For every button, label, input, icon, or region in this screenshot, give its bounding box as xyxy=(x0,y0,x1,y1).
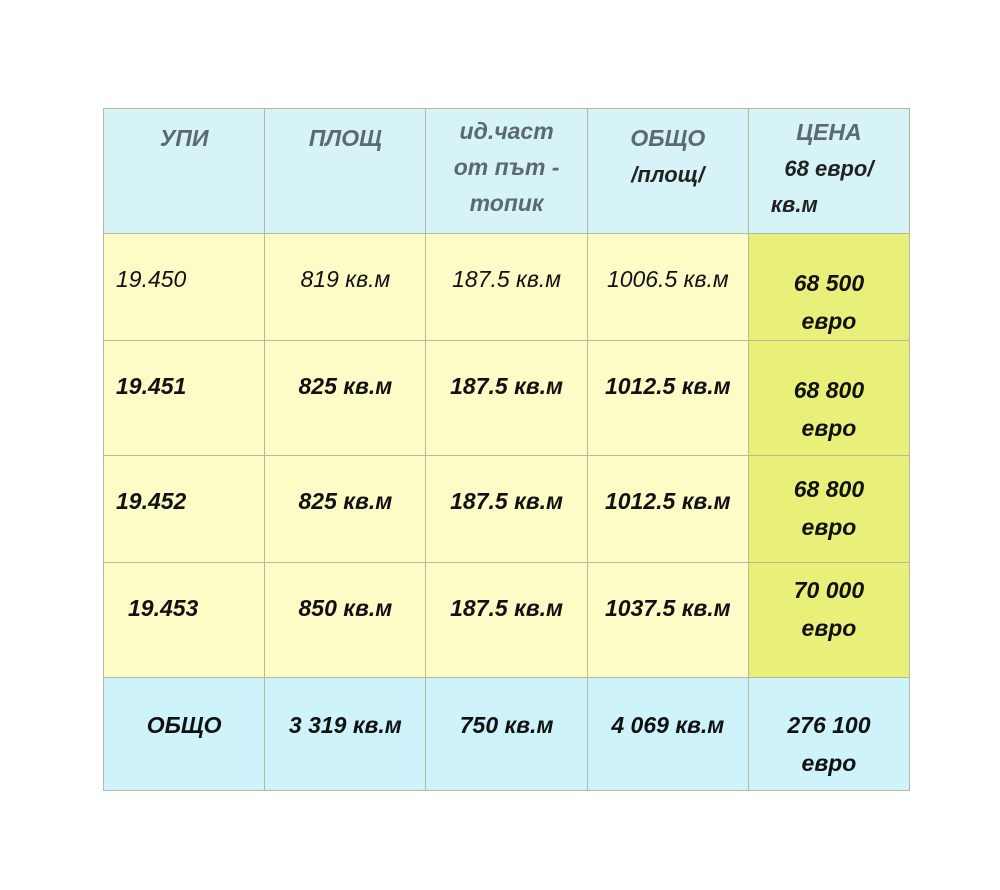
price-value: 276 100 xyxy=(787,712,871,738)
header-text: ид.част xyxy=(459,118,554,144)
totals-area: 3 319 кв.м xyxy=(264,677,427,791)
header-text: ОБЩО xyxy=(630,125,706,151)
header-text: кв.м xyxy=(770,192,818,217)
cell-area: 825 кв.м xyxy=(264,340,427,456)
header-text: ЦЕНА xyxy=(796,119,862,145)
cell-upi: 19.451 xyxy=(102,340,266,456)
header-upi: УПИ xyxy=(102,108,266,234)
header-text: УПИ xyxy=(159,125,209,151)
cell-road-share: 187.5 кв.м xyxy=(425,340,588,456)
cell-area: 850 кв.м xyxy=(264,562,427,678)
totals-price: 276 100 евро xyxy=(747,677,911,791)
totals-row: ОБЩО 3 319 кв.м 750 кв.м 4 069 кв.м 276 … xyxy=(102,677,911,791)
price-unit: евро xyxy=(801,615,857,641)
cell-road-share: 187.5 кв.м xyxy=(425,233,588,341)
totals-road-share: 750 кв.м xyxy=(425,677,588,791)
totals-total: 4 069 кв.м xyxy=(586,677,749,791)
cell-area: 825 кв.м xyxy=(264,455,427,563)
price-unit: евро xyxy=(801,750,857,776)
table-row: 19.452 825 кв.м 187.5 кв.м 1012.5 кв.м 6… xyxy=(102,455,911,563)
header-row: УПИ ПЛОЩ ид.част от път - топик ОБЩО /пл… xyxy=(102,108,911,234)
cell-price: 68 800 евро xyxy=(747,455,911,563)
price-value: 68 500 xyxy=(793,270,865,296)
price-value: 68 800 xyxy=(793,476,865,502)
cell-total: 1012.5 кв.м xyxy=(586,455,749,563)
cell-price: 68 800 евро xyxy=(747,340,911,456)
table-row: 19.453 850 кв.м 187.5 кв.м 1037.5 кв.м 7… xyxy=(102,562,911,678)
price-unit: евро xyxy=(801,514,857,540)
cell-price: 68 500 евро xyxy=(747,233,911,341)
header-text: /площ/ xyxy=(631,162,705,187)
header-text: ПЛОЩ xyxy=(308,125,382,151)
header-total: ОБЩО /площ/ xyxy=(586,108,749,234)
table-row: 19.451 825 кв.м 187.5 кв.м 1012.5 кв.м 6… xyxy=(102,340,911,456)
price-value: 68 800 xyxy=(793,377,865,403)
header-road-share: ид.част от път - топик xyxy=(425,108,588,234)
cell-area: 819 кв.м xyxy=(264,233,427,341)
cell-total: 1012.5 кв.м xyxy=(586,340,749,456)
cell-upi: 19.453 xyxy=(102,562,266,678)
price-unit: евро xyxy=(801,415,857,441)
price-value: 70 000 xyxy=(793,577,865,603)
header-area: ПЛОЩ xyxy=(264,108,427,234)
cell-price: 70 000 евро xyxy=(747,562,911,678)
header-text: от път - xyxy=(453,154,560,180)
cell-total: 1006.5 кв.м xyxy=(586,233,749,341)
header-text: 68 евро/ xyxy=(784,156,874,181)
cell-upi: 19.452 xyxy=(102,455,266,563)
cell-upi: 19.450 xyxy=(102,233,266,341)
cell-total: 1037.5 кв.м xyxy=(586,562,749,678)
header-price: ЦЕНА 68 евро/ кв.м xyxy=(747,108,911,234)
cell-road-share: 187.5 кв.м xyxy=(425,455,588,563)
plot-price-table: УПИ ПЛОЩ ид.част от път - топик ОБЩО /пл… xyxy=(102,108,911,791)
table-row: 19.450 819 кв.м 187.5 кв.м 1006.5 кв.м 6… xyxy=(102,233,911,341)
header-text: топик xyxy=(469,190,544,216)
price-unit: евро xyxy=(801,308,857,334)
totals-label: ОБЩО xyxy=(102,677,266,791)
cell-road-share: 187.5 кв.м xyxy=(425,562,588,678)
